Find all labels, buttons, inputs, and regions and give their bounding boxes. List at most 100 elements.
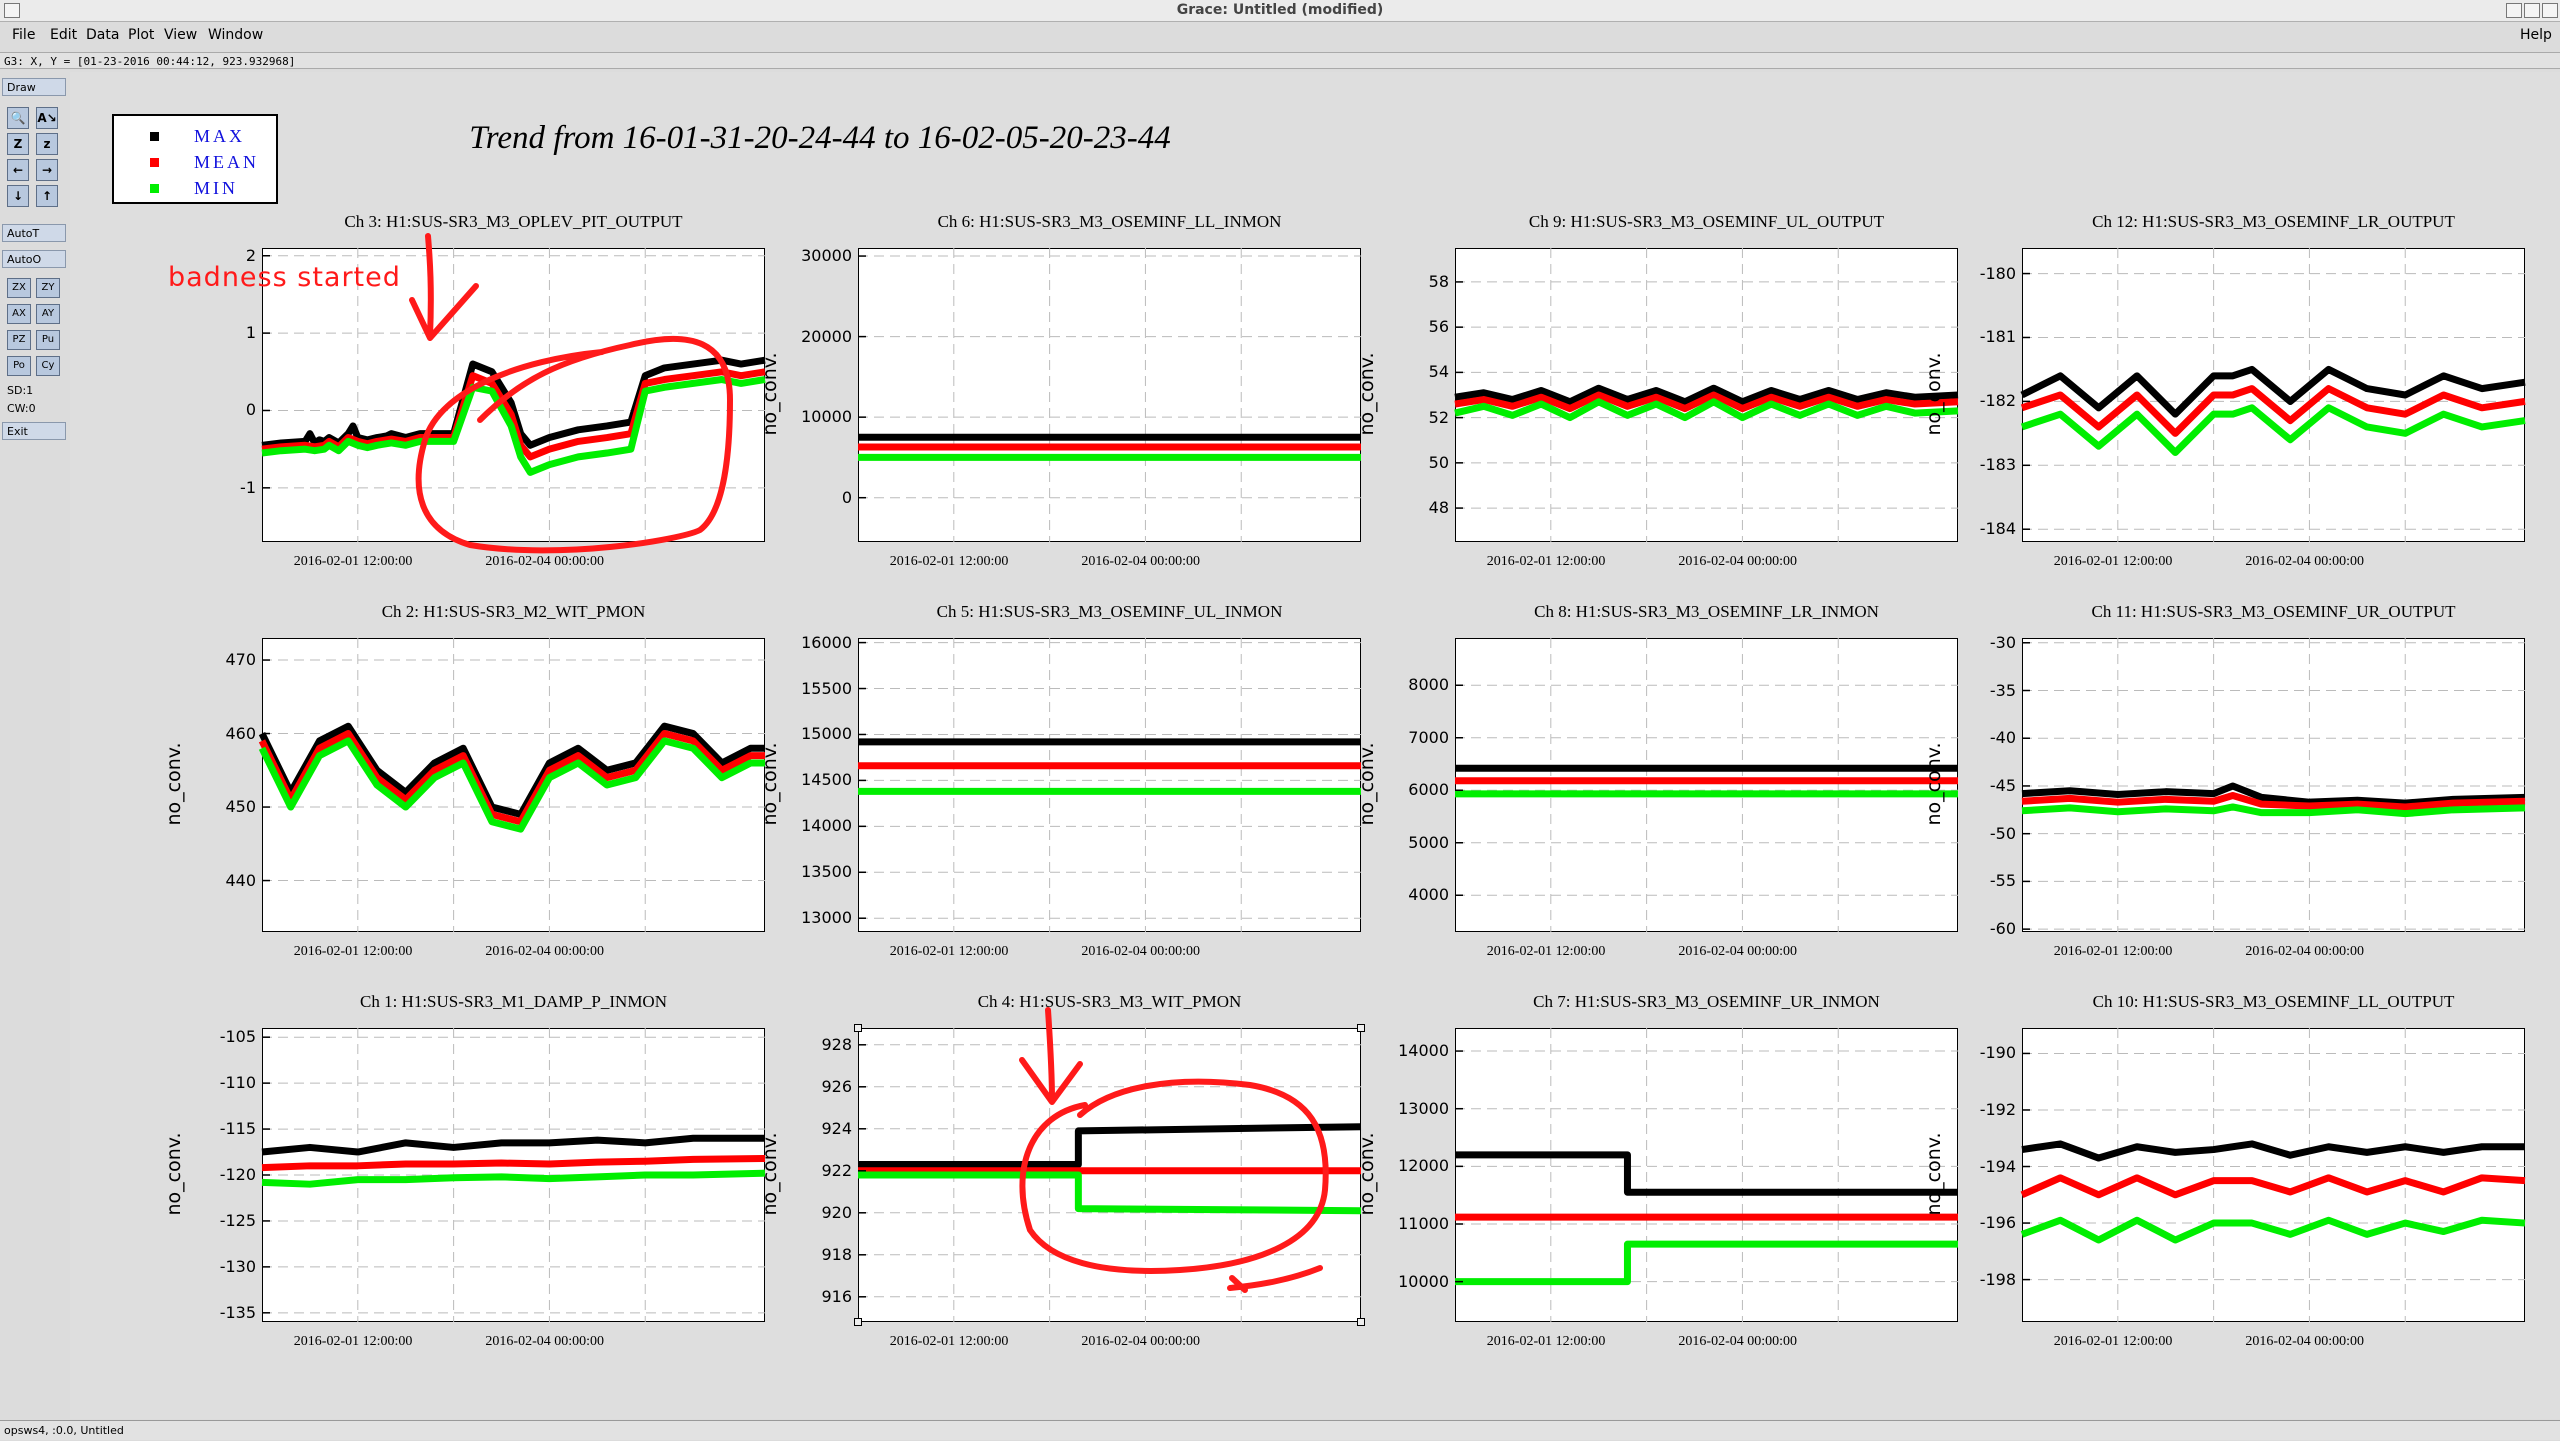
graph[interactable]: Ch 6: H1:SUS-SR3_M3_OSEMINF_LL_INMON 3000… <box>759 212 1361 569</box>
zoom-in-icon[interactable]: Z <box>7 133 29 155</box>
ax-button[interactable]: AX <box>7 304 31 324</box>
y-tick-label: -105 <box>219 1027 256 1047</box>
zy-button[interactable]: ZY <box>36 278 60 298</box>
y-tick-label: -125 <box>219 1210 256 1230</box>
legend-label-max: MAX <box>194 126 246 146</box>
y-tick-label: 7000 <box>1408 727 1449 747</box>
y-tick-label: 450 <box>225 797 256 817</box>
x-tick-label: 2016-02-01 12:00:00 <box>889 554 1009 569</box>
y-tick-label: 11000 <box>1398 1214 1449 1233</box>
autot-button[interactable]: AutoT <box>2 224 66 242</box>
x-tick-label: 2016-02-04 00:00:00 <box>2245 554 2365 569</box>
up-arrow-icon[interactable]: ↑ <box>36 185 58 207</box>
y-tick-label: 470 <box>225 650 256 670</box>
selection-handle[interactable] <box>1357 1318 1365 1326</box>
legend-item-mean: MEAN <box>114 150 276 176</box>
selection-handle[interactable] <box>854 1024 862 1032</box>
graph[interactable]: Ch 5: H1:SUS-SR3_M3_OSEMINF_UL_INMON 1600… <box>759 602 1361 959</box>
y-axis-label: no_conv. <box>759 1132 781 1216</box>
x-tick-label: 2016-02-04 00:00:00 <box>1081 944 1201 959</box>
graph-title: Ch 12: H1:SUS-SR3_M3_OSEMINF_LR_OUTPUT <box>2092 212 2455 231</box>
y-tick-label: 20000 <box>801 326 852 346</box>
zx-button[interactable]: ZX <box>7 278 31 298</box>
pz-button[interactable]: PZ <box>7 330 31 350</box>
series-min <box>858 1171 1362 1215</box>
menu-edit[interactable]: Edit <box>50 27 78 43</box>
legend-item-max: MAX <box>114 124 276 150</box>
right-arrow-icon[interactable]: → <box>36 159 58 181</box>
selection-handle[interactable] <box>1357 1024 1365 1032</box>
series-max <box>1454 384 1959 406</box>
graph-title: Ch 7: H1:SUS-SR3_M3_OSEMINF_UR_INMON <box>1533 992 1880 1011</box>
graph[interactable]: Ch 12: H1:SUS-SR3_M3_OSEMINF_LR_OUTPUT -1… <box>1923 212 2526 569</box>
y-tick-label: -40 <box>1989 728 2016 748</box>
graph-title: Ch 1: H1:SUS-SR3_M1_DAMP_P_INMON <box>359 992 667 1011</box>
series-max <box>2020 365 2526 418</box>
y-tick-label: 10000 <box>801 407 852 427</box>
graph-plot-area <box>1454 248 1959 542</box>
graph-plot-area <box>858 638 1361 932</box>
graph-plot-area <box>258 638 765 932</box>
legend-swatch-min <box>150 184 159 193</box>
graph[interactable]: Ch 2: H1:SUS-SR3_M2_WIT_PMON 470 460 450 440… <box>163 602 765 959</box>
left-arrow-icon[interactable]: ← <box>7 159 29 181</box>
y-axis-label: no_conv. <box>759 352 781 436</box>
x-tick-label: 2016-02-01 12:00:00 <box>1486 554 1606 569</box>
y-tick-label: -130 <box>219 1256 256 1276</box>
autoscale-icon[interactable]: A↘ <box>36 107 58 129</box>
selection-handle[interactable] <box>854 1318 862 1326</box>
zoom-icon[interactable]: 🔍 <box>7 107 29 129</box>
y-axis-label: no_conv. <box>163 742 185 826</box>
graph-frame <box>858 638 1361 932</box>
graph[interactable]: Ch 7: H1:SUS-SR3_M3_OSEMINF_UR_INMON 1400… <box>1356 992 1958 1349</box>
window-menu-button[interactable] <box>4 3 20 18</box>
y-tick-label: 924 <box>821 1118 852 1138</box>
cy-button[interactable]: Cy <box>36 356 60 376</box>
y-tick-label: -135 <box>219 1302 256 1322</box>
y-tick-label: -196 <box>1979 1213 2016 1233</box>
series-mean <box>1454 391 1959 413</box>
x-tick-label: 2016-02-01 12:00:00 <box>293 944 413 959</box>
pu-button[interactable]: Pu <box>36 330 60 350</box>
zoom-out-icon[interactable]: z <box>36 133 58 155</box>
menu-file[interactable]: File <box>12 27 36 43</box>
graph-frame <box>262 638 765 932</box>
y-tick-label: 14000 <box>1398 1041 1449 1061</box>
series-mean <box>258 730 765 826</box>
close-button[interactable] <box>2542 3 2558 18</box>
y-tick-label: 918 <box>821 1244 852 1264</box>
y-tick-label: 54 <box>1428 362 1449 382</box>
graph-title: Ch 6: H1:SUS-SR3_M3_OSEMINF_LL_INMON <box>937 212 1282 231</box>
series-max <box>261 1134 765 1156</box>
menu-data[interactable]: Data <box>86 27 120 43</box>
series-max <box>858 1123 1362 1168</box>
y-tick-label: 8000 <box>1408 675 1449 695</box>
menu-plot[interactable]: Plot <box>128 27 155 43</box>
menu-view[interactable]: View <box>164 27 198 43</box>
x-tick-label: 2016-02-01 12:00:00 <box>293 554 413 569</box>
graph[interactable]: Ch 10: H1:SUS-SR3_M3_OSEMINF_LL_OUTPUT -1… <box>1923 992 2526 1349</box>
graph-frame <box>858 248 1361 542</box>
ay-button[interactable]: AY <box>36 304 60 324</box>
y-tick-label: 30000 <box>801 246 852 266</box>
graph[interactable]: Ch 1: H1:SUS-SR3_M1_DAMP_P_INMON -105 -110… <box>163 992 766 1349</box>
minimize-button[interactable] <box>2506 3 2522 18</box>
draw-button[interactable]: Draw <box>2 78 66 96</box>
down-arrow-icon[interactable]: ↓ <box>7 185 29 207</box>
x-tick-label: 2016-02-04 00:00:00 <box>1678 944 1798 959</box>
y-axis-label: no_conv. <box>1356 742 1378 826</box>
plot-title: Trend from 16-01-31-20-24-44 to 16-02-05… <box>469 120 1171 156</box>
menu-window[interactable]: Window <box>208 27 264 43</box>
graph[interactable]: Ch 8: H1:SUS-SR3_M3_OSEMINF_LR_INMON 8000… <box>1356 602 1958 959</box>
po-button[interactable]: Po <box>7 356 31 376</box>
maximize-button[interactable] <box>2524 3 2540 18</box>
graph[interactable]: Ch 9: H1:SUS-SR3_M3_OSEMINF_UL_OUTPUT 58 5… <box>1356 212 1959 569</box>
series-min <box>261 376 766 476</box>
menu-help[interactable]: Help <box>2520 27 2552 43</box>
graph[interactable]: Ch 4: H1:SUS-SR3_M3_WIT_PMON 928 926 924 922… <box>759 992 1365 1349</box>
legend-swatch-mean <box>150 158 159 167</box>
exit-button[interactable]: Exit <box>2 422 66 440</box>
y-axis-label: no_conv. <box>1923 742 1945 826</box>
graph[interactable]: Ch 11: H1:SUS-SR3_M3_OSEMINF_UR_OUTPUT -3… <box>1923 602 2526 959</box>
autoo-button[interactable]: AutoO <box>2 250 66 268</box>
